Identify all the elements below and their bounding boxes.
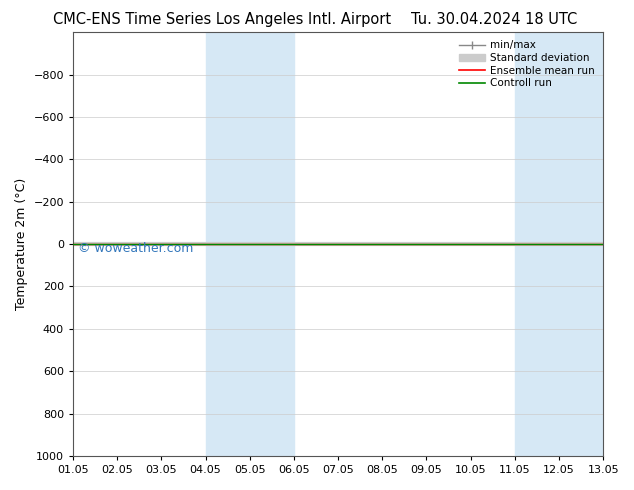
Legend: min/max, Standard deviation, Ensemble mean run, Controll run: min/max, Standard deviation, Ensemble me…	[456, 37, 598, 92]
Bar	[515, 32, 603, 456]
Text: Tu. 30.04.2024 18 UTC: Tu. 30.04.2024 18 UTC	[411, 12, 578, 27]
Bar	[205, 32, 294, 456]
Y-axis label: Temperature 2m (°C): Temperature 2m (°C)	[15, 178, 28, 310]
Text: © woweather.com: © woweather.com	[79, 242, 194, 255]
Text: CMC-ENS Time Series Los Angeles Intl. Airport: CMC-ENS Time Series Los Angeles Intl. Ai…	[53, 12, 391, 27]
